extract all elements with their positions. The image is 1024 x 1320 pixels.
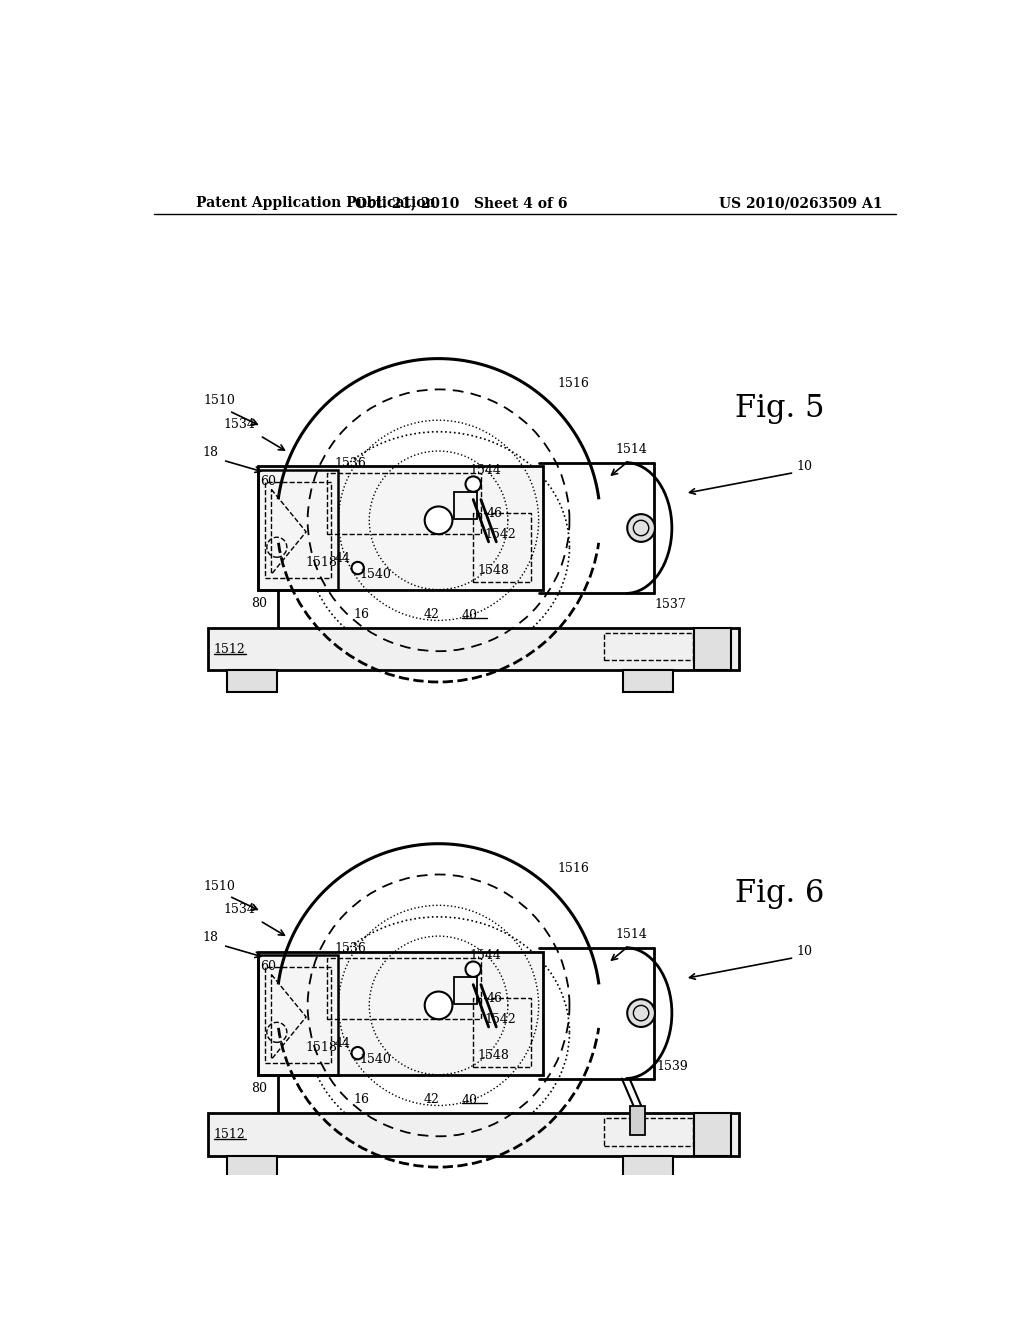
Bar bbox=[265, 966, 331, 1063]
Bar bbox=[208, 1113, 739, 1155]
Bar bbox=[208, 628, 739, 671]
Bar bbox=[473, 998, 531, 1067]
Text: 1539: 1539 bbox=[656, 1060, 688, 1073]
Text: 18: 18 bbox=[202, 446, 218, 459]
Text: 60: 60 bbox=[260, 961, 275, 973]
Text: 1548: 1548 bbox=[477, 564, 509, 577]
Circle shape bbox=[425, 507, 453, 535]
Bar bbox=[226, 671, 276, 692]
Bar bbox=[258, 952, 543, 1074]
Text: Fig. 5: Fig. 5 bbox=[735, 393, 824, 424]
Bar bbox=[694, 628, 731, 671]
Bar bbox=[258, 470, 339, 590]
Text: 1542: 1542 bbox=[484, 528, 516, 541]
Text: 1516: 1516 bbox=[558, 862, 590, 875]
Text: 18: 18 bbox=[202, 931, 218, 944]
Text: 1540: 1540 bbox=[359, 1053, 391, 1065]
Text: 80: 80 bbox=[252, 597, 267, 610]
Text: 1534: 1534 bbox=[223, 417, 255, 430]
Text: Patent Application Publication: Patent Application Publication bbox=[196, 197, 435, 210]
Bar bbox=[265, 482, 331, 578]
Text: 1536: 1536 bbox=[335, 457, 367, 470]
Circle shape bbox=[425, 991, 453, 1019]
Text: 1534: 1534 bbox=[223, 903, 255, 916]
Text: 44: 44 bbox=[335, 1038, 350, 1051]
Bar bbox=[604, 632, 692, 660]
Text: 42: 42 bbox=[423, 607, 439, 620]
Text: 10: 10 bbox=[797, 945, 813, 958]
Text: 1536: 1536 bbox=[335, 942, 367, 954]
Text: 42: 42 bbox=[423, 1093, 439, 1106]
Text: 10: 10 bbox=[797, 459, 813, 473]
Bar bbox=[454, 977, 477, 1003]
Bar bbox=[327, 958, 481, 1019]
Text: 1512: 1512 bbox=[214, 643, 246, 656]
Circle shape bbox=[628, 999, 655, 1027]
Text: 1514: 1514 bbox=[615, 444, 647, 455]
Text: 1544: 1544 bbox=[469, 949, 501, 962]
Text: 44: 44 bbox=[335, 552, 350, 565]
Text: 1512: 1512 bbox=[214, 1129, 246, 1142]
Bar bbox=[226, 1155, 276, 1177]
Bar bbox=[604, 1118, 692, 1146]
Text: 1540: 1540 bbox=[359, 568, 391, 581]
Text: 1537: 1537 bbox=[654, 598, 686, 611]
Circle shape bbox=[466, 961, 481, 977]
Text: 40: 40 bbox=[462, 609, 477, 622]
Text: 16: 16 bbox=[354, 607, 370, 620]
Text: 16: 16 bbox=[354, 1093, 370, 1106]
Bar bbox=[454, 492, 477, 519]
Circle shape bbox=[351, 562, 364, 574]
Text: Fig. 6: Fig. 6 bbox=[735, 878, 824, 909]
Bar bbox=[694, 1113, 731, 1155]
Text: 80: 80 bbox=[252, 1082, 267, 1096]
Text: 46: 46 bbox=[487, 991, 503, 1005]
Circle shape bbox=[466, 477, 481, 492]
Text: 1516: 1516 bbox=[558, 376, 590, 389]
Bar bbox=[473, 512, 531, 582]
Text: 46: 46 bbox=[487, 507, 503, 520]
Text: Oct. 21, 2010   Sheet 4 of 6: Oct. 21, 2010 Sheet 4 of 6 bbox=[355, 197, 568, 210]
Circle shape bbox=[351, 1047, 364, 1059]
Text: 1510: 1510 bbox=[204, 395, 236, 408]
Bar bbox=[258, 956, 339, 1074]
Text: 1518: 1518 bbox=[305, 556, 337, 569]
Text: 60: 60 bbox=[260, 475, 275, 488]
Text: 1544: 1544 bbox=[469, 463, 501, 477]
Text: 1542: 1542 bbox=[484, 1012, 516, 1026]
Text: 1548: 1548 bbox=[477, 1049, 509, 1063]
Text: 1514: 1514 bbox=[615, 928, 647, 941]
Text: US 2010/0263509 A1: US 2010/0263509 A1 bbox=[719, 197, 883, 210]
Text: 1510: 1510 bbox=[204, 879, 236, 892]
Bar bbox=[624, 671, 674, 692]
Text: 1518: 1518 bbox=[305, 1041, 337, 1055]
Bar bbox=[624, 1155, 674, 1177]
Bar bbox=[630, 1106, 645, 1135]
Text: 40: 40 bbox=[462, 1093, 477, 1106]
Bar bbox=[258, 466, 543, 590]
Bar bbox=[327, 473, 481, 535]
Circle shape bbox=[628, 513, 655, 543]
